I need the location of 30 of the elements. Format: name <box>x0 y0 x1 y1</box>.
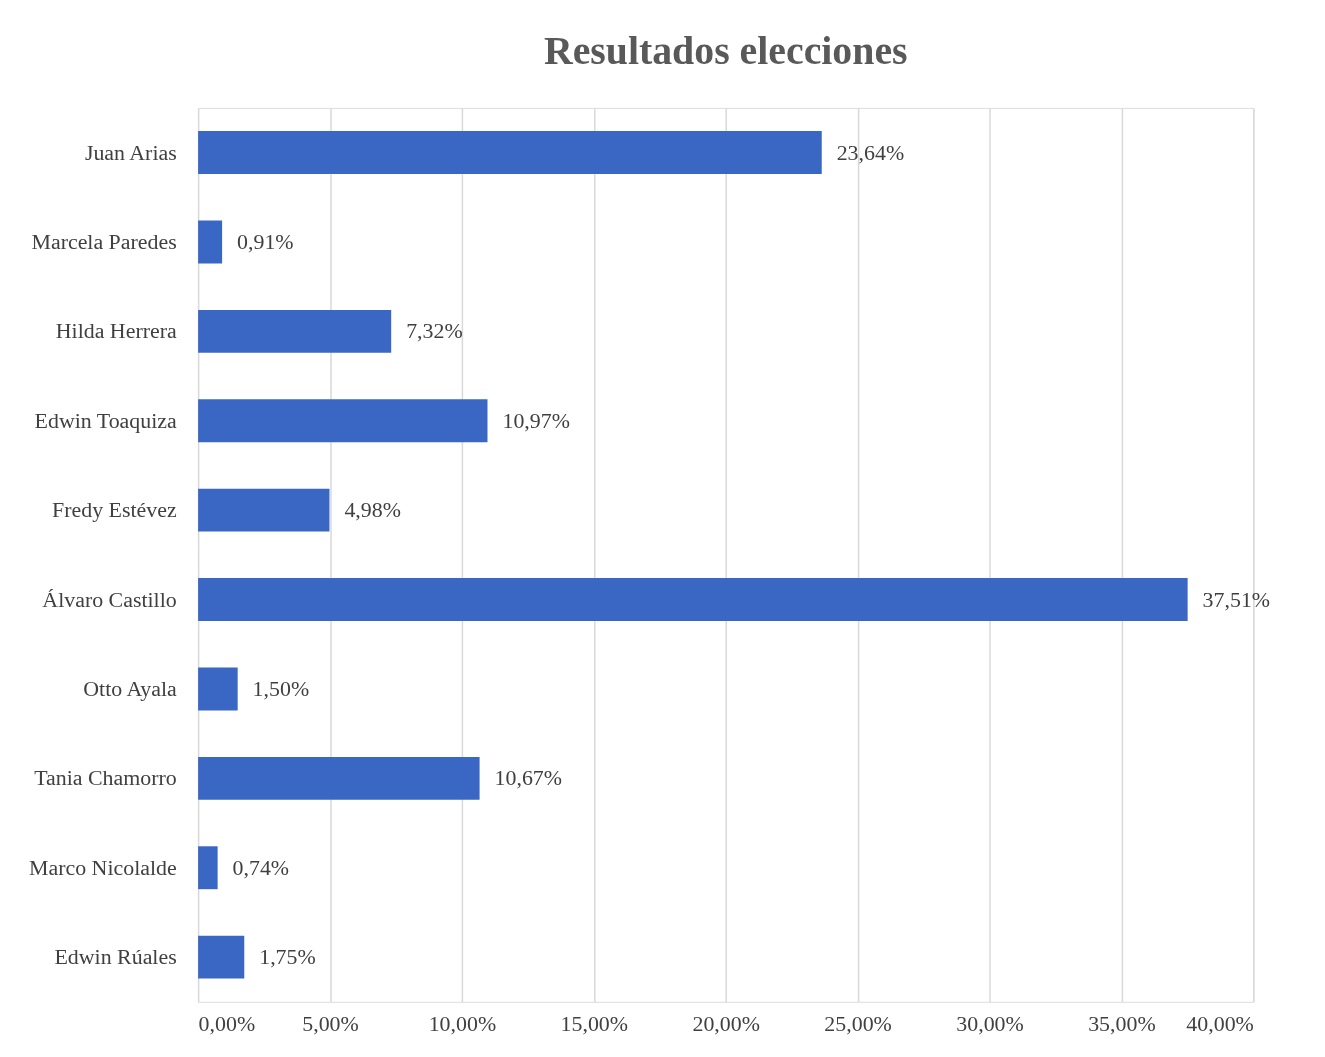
x-tick-label: 40,00% <box>1186 1011 1254 1037</box>
y-tick-label: Otto Ayala <box>83 675 177 701</box>
x-tick-label: 5,00% <box>302 1011 359 1037</box>
y-tick-label: Edwin Toaquiza <box>34 407 177 433</box>
y-tick-label: Hilda Herrera <box>55 318 177 344</box>
data-label: 1,50% <box>252 675 310 701</box>
x-tick-label: 30,00% <box>956 1011 1024 1037</box>
y-tick-label: Edwin Rúales <box>54 944 177 970</box>
x-tick-label: 25,00% <box>824 1011 892 1037</box>
data-label: 0,91% <box>237 228 294 254</box>
x-tick-label: 35,00% <box>1088 1011 1156 1037</box>
x-tick-label: 10,00% <box>428 1011 497 1037</box>
data-label: 10,97% <box>502 407 570 433</box>
y-tick-label: Marcela Paredes <box>31 228 177 254</box>
x-tick-label: 15,00% <box>560 1011 629 1037</box>
y-tick-label: Juan Arias <box>84 139 177 165</box>
data-label: 4,98% <box>344 497 401 523</box>
x-tick-label: 0,00% <box>198 1011 256 1037</box>
y-tick-label: Tania Chamorro <box>34 765 177 791</box>
data-label: 37,51% <box>1202 586 1271 612</box>
y-tick-label: Fredy Estévez <box>52 497 177 523</box>
x-tick-label: 20,00% <box>692 1011 760 1037</box>
y-tick-label: Álvaro Castillo <box>42 586 177 612</box>
data-label: 10,67% <box>494 765 563 791</box>
data-label: 7,32% <box>406 318 463 344</box>
chart-title: Resultados elecciones <box>543 29 908 74</box>
y-tick-label: Marco Nicolalde <box>29 854 177 880</box>
data-label: 0,74% <box>232 854 290 880</box>
data-label: 23,64% <box>836 139 905 165</box>
data-label: 1,75% <box>259 944 316 970</box>
